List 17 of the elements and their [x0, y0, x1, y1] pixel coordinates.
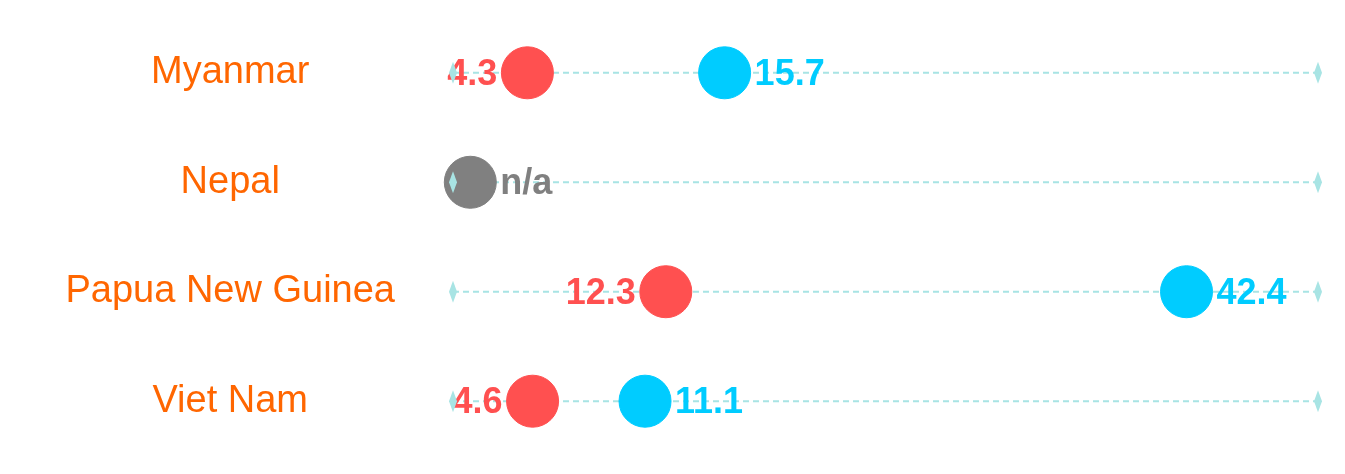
- point: [618, 374, 672, 428]
- data-label: 42.4: [1216, 270, 1287, 312]
- point: [500, 46, 554, 100]
- data-label: n/a: [500, 161, 554, 203]
- point: [639, 265, 693, 319]
- point: [698, 46, 752, 100]
- data-label: 11.1: [675, 380, 744, 422]
- point: [506, 374, 560, 428]
- data-label: 15.7: [754, 51, 825, 93]
- y-tick-label: Viet Nam: [152, 377, 309, 420]
- point: [1160, 265, 1214, 319]
- y-tick-label: Papua New Guinea: [65, 268, 396, 311]
- data-label: 12.3: [565, 270, 636, 312]
- data-label: 4.6: [452, 380, 503, 422]
- y-tick-label: Myanmar: [151, 49, 310, 92]
- point: [443, 155, 497, 209]
- y-tick-label: Nepal: [180, 158, 280, 201]
